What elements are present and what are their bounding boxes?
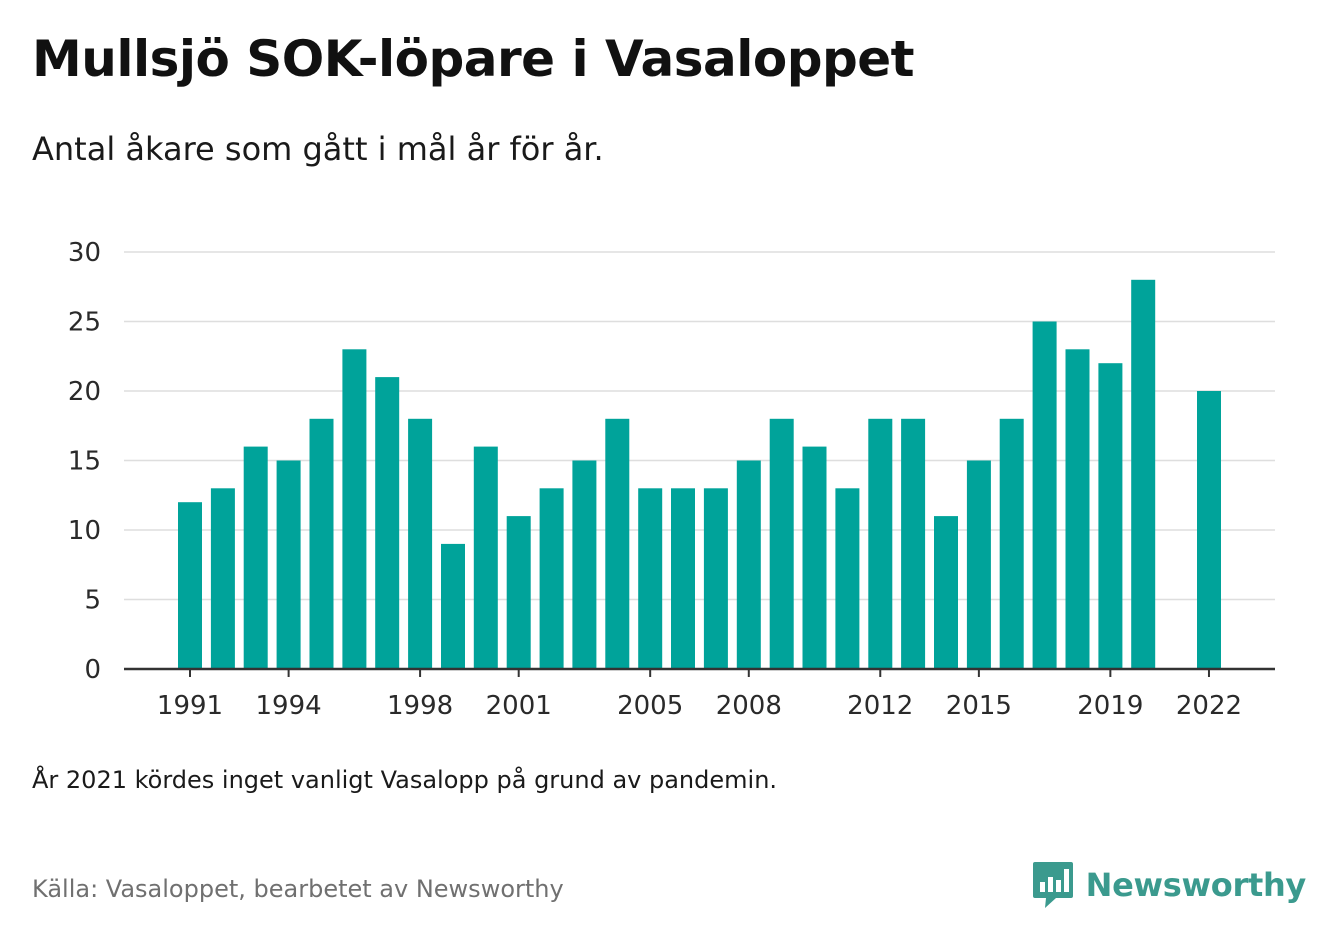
bar-2002 (539, 488, 564, 669)
bar-1996 (342, 349, 367, 669)
bar-2016 (999, 418, 1024, 669)
x-tick-label-2019: 2019 (1077, 691, 1143, 721)
y-tick-label-20: 20 (68, 377, 101, 407)
bar-2017 (1032, 321, 1057, 669)
x-tick-label-2012: 2012 (847, 691, 913, 721)
bar-2013 (901, 418, 926, 669)
y-tick-label-10: 10 (68, 516, 101, 546)
bar-1997 (375, 377, 400, 669)
x-tick-label-1994: 1994 (256, 691, 322, 721)
x-tick-label-2022: 2022 (1176, 691, 1242, 721)
bar-2010 (802, 446, 827, 669)
bar-2018 (1065, 349, 1090, 669)
bar-1991 (178, 502, 202, 669)
bar-2015 (966, 460, 991, 669)
newsworthy-logo-icon (1032, 862, 1073, 908)
brand: Newsworthy (1032, 860, 1306, 910)
bar-1992 (210, 488, 235, 669)
y-tick-label-30: 30 (68, 238, 101, 268)
source-credit: Källa: Vasaloppet, bearbetet av Newswort… (32, 875, 564, 903)
bar-2001 (506, 516, 531, 669)
chart-note: År 2021 kördes inget vanligt Vasalopp på… (32, 766, 778, 794)
bar-2000 (473, 446, 498, 669)
x-tick-label-2008: 2008 (716, 691, 782, 721)
bar-2009 (769, 418, 794, 669)
bar-2019 (1098, 363, 1123, 669)
x-axis-ticks: 1991 1994 1998 2001 2005 2008 2012 2015 2019 2022 (124, 667, 1275, 721)
x-tick-label-2015: 2015 (946, 691, 1012, 721)
bar-1999 (441, 543, 465, 669)
chart-title: Mullsjö SOK-löpare i Vasaloppet (32, 30, 915, 88)
y-tick-label-5: 5 (84, 586, 101, 616)
bar-2004 (605, 418, 630, 669)
bar-2020 (1131, 279, 1156, 669)
bar-2022 (1197, 391, 1221, 669)
x-tick-label-1998: 1998 (387, 691, 453, 721)
bar-2005 (638, 488, 663, 669)
chart-subtitle: Antal åkare som gått i mål år för år. (32, 130, 604, 168)
y-tick-label-25: 25 (68, 308, 101, 338)
bar-chart: 0 5 10 15 20 25 30 1991 1994 1998 2001 2005 2008 201… (68, 238, 1275, 721)
x-tick-label-2001: 2001 (486, 691, 552, 721)
bar-2003 (572, 460, 597, 669)
y-tick-label-15: 15 (68, 447, 101, 477)
bar-2008 (736, 460, 761, 669)
bar-1998 (408, 418, 433, 669)
brand-name: Newsworthy (1085, 866, 1307, 904)
bar-2007 (703, 488, 728, 669)
bar-1994 (276, 460, 301, 669)
bar-2006 (671, 488, 695, 669)
bar-1993 (243, 446, 268, 669)
bar-1995 (309, 418, 334, 669)
bars (178, 279, 1221, 669)
bar-2014 (934, 516, 958, 669)
y-tick-label-0: 0 (84, 655, 101, 685)
bar-2012 (868, 418, 893, 669)
x-tick-label-1991: 1991 (157, 691, 223, 721)
bar-2011 (835, 488, 860, 669)
x-tick-label-2005: 2005 (617, 691, 683, 721)
y-axis-ticks: 0 5 10 15 20 25 30 (68, 238, 101, 685)
